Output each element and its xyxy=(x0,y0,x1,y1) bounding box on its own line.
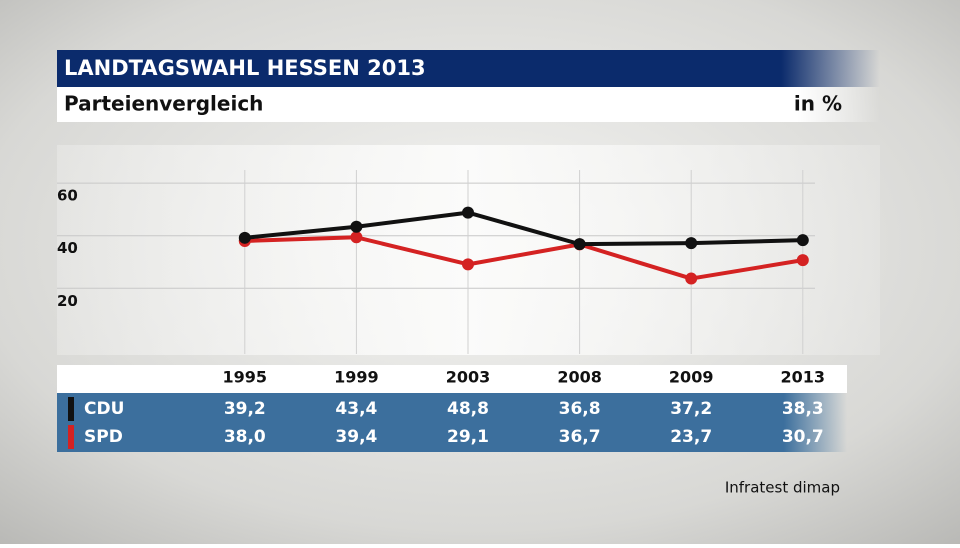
value-label: 29,1 xyxy=(447,427,489,447)
source: Infratest dimap xyxy=(725,479,840,497)
table-header xyxy=(57,365,847,393)
series-name: SPD xyxy=(84,427,123,447)
value-label: 39,2 xyxy=(224,399,266,419)
table-body xyxy=(57,393,847,452)
value-label: 38,0 xyxy=(224,427,266,447)
x-tick-label: 1999 xyxy=(334,368,379,387)
data-point xyxy=(350,231,363,244)
value-label: 30,7 xyxy=(782,427,824,447)
data-point xyxy=(350,220,363,233)
title-bar xyxy=(57,50,880,87)
data-point xyxy=(685,272,698,285)
value-label: 48,8 xyxy=(447,399,489,419)
series-line xyxy=(244,210,803,247)
data-point xyxy=(796,234,809,247)
y-tick-label: 20 xyxy=(57,292,78,310)
x-tick-label: 2013 xyxy=(781,368,826,387)
value-label: 36,8 xyxy=(559,399,601,419)
value-label: 38,3 xyxy=(782,399,824,419)
data-point xyxy=(238,231,251,244)
legend-swatch xyxy=(68,425,74,449)
series-line xyxy=(244,235,804,281)
data-point xyxy=(462,258,474,271)
series-name: CDU xyxy=(84,399,124,419)
data-point xyxy=(796,254,809,267)
value-label: 23,7 xyxy=(670,427,712,447)
x-tick-label: 2003 xyxy=(446,368,491,387)
data-point xyxy=(462,206,474,219)
value-label: 39,4 xyxy=(335,427,377,447)
value-label: 37,2 xyxy=(670,399,712,419)
subtitle-bar xyxy=(57,87,880,122)
x-tick-label: 2008 xyxy=(557,368,602,387)
chart-subtitle: Parteienvergleich xyxy=(64,92,263,116)
chart-title: LANDTAGSWAHL HESSEN 2013 xyxy=(64,56,426,80)
data-point xyxy=(573,238,586,251)
y-tick-label: 60 xyxy=(57,187,78,205)
unit-label: in % xyxy=(794,92,842,116)
x-tick-label: 1995 xyxy=(223,368,268,387)
legend-swatch xyxy=(68,397,74,421)
value-label: 36,7 xyxy=(559,427,601,447)
y-tick-label: 40 xyxy=(57,239,78,257)
data-point xyxy=(685,237,698,250)
value-label: 43,4 xyxy=(335,399,377,419)
x-tick-label: 2009 xyxy=(669,368,714,387)
